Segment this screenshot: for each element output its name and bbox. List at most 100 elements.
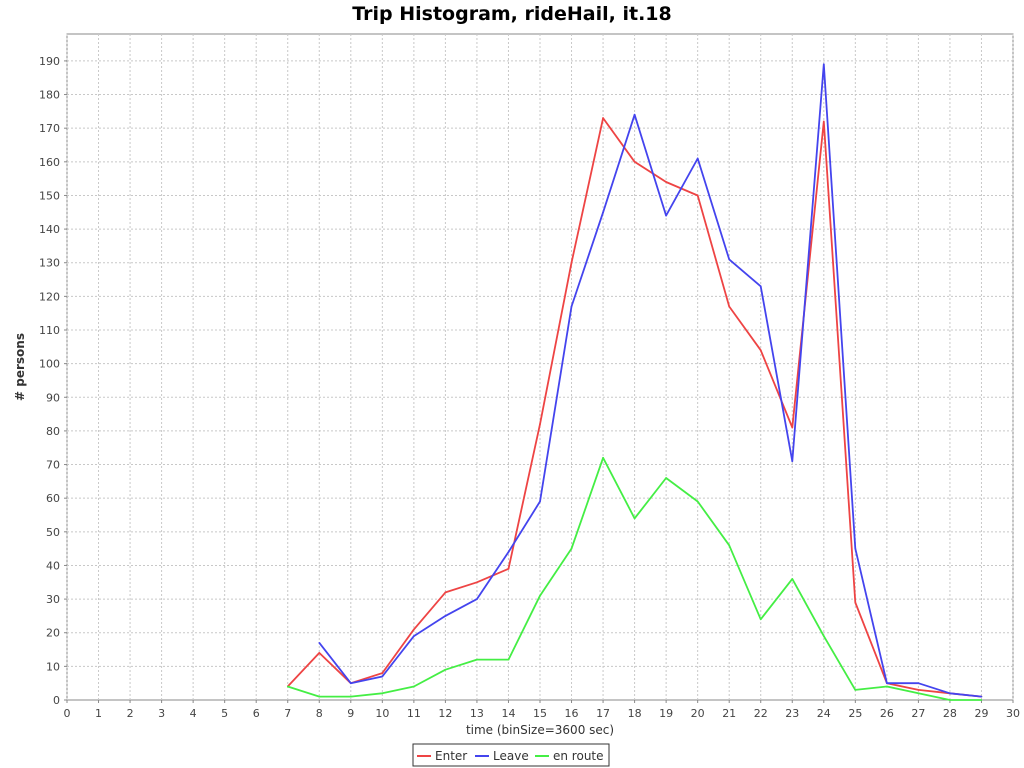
y-tick-label: 20 [46,627,60,640]
y-tick-label: 100 [39,358,60,371]
data-point-leave [633,113,636,116]
x-tick-label: 9 [347,707,354,720]
y-tick-label: 120 [39,290,60,303]
x-tick-label: 0 [64,707,71,720]
chart-title: Trip Histogram, rideHail, it.18 [352,3,671,25]
data-point-en-route [350,695,352,698]
data-point-enter [413,628,415,631]
x-tick-label: 20 [691,707,705,720]
data-point-leave [539,500,541,503]
data-point-leave [476,598,478,600]
data-point-enter [854,601,857,604]
y-tick-label: 80 [46,425,60,438]
x-tick-label: 27 [911,707,925,720]
x-tick-label: 3 [158,707,165,720]
y-tick-label: 10 [46,660,60,673]
x-tick-label: 7 [284,707,291,720]
x-tick-label: 26 [880,707,894,720]
data-point-enter [476,581,478,584]
data-point-enter [791,426,794,429]
x-tick-label: 19 [659,707,673,720]
data-point-en-route [949,699,951,701]
data-point-en-route [633,517,636,520]
legend-box [412,743,610,767]
data-point-leave [917,682,920,684]
y-tick-label: 170 [39,122,60,135]
data-point-enter [507,568,510,570]
x-tick-label: 29 [974,707,988,720]
data-point-leave [507,551,510,553]
x-tick-label: 14 [501,707,515,720]
y-tick-label: 130 [39,257,60,270]
data-point-en-route [286,685,289,688]
data-point-leave [413,635,415,637]
legend-label: Enter [435,749,467,763]
data-point-leave [791,460,794,462]
data-point-leave [854,547,857,550]
data-point-leave [886,682,888,684]
data-point-leave [665,214,667,217]
data-point-enter [665,181,667,183]
series-line-leave [318,63,982,698]
x-tick-label: 5 [221,707,228,720]
legend-label: en route [553,749,604,763]
x-tick-label: 8 [316,707,323,720]
data-point-en-route [507,658,510,661]
data-point-leave [318,642,321,644]
data-point-leave [444,615,447,617]
data-point-leave [696,157,699,160]
data-point-enter [759,349,762,351]
data-point-en-route [413,685,415,688]
data-point-en-route [665,477,667,479]
data-point-enter [444,591,447,594]
x-tick-label: 21 [722,707,736,720]
data-point-en-route [823,635,825,637]
x-tick-label: 22 [754,707,768,720]
data-point-enter [917,689,920,691]
legend-item-enter: Enter [417,749,467,763]
x-axis-label: time (binSize=3600 sec) [466,723,614,737]
legend-item-leave: Leave [475,749,529,763]
data-point-en-route [318,695,321,698]
x-tick-label: 1 [95,707,102,720]
x-tick-label: 17 [596,707,610,720]
x-tick-label: 2 [127,707,134,720]
data-point-en-route [381,692,384,695]
x-tick-label: 24 [817,707,831,720]
data-point-enter [728,305,730,308]
data-point-leave [980,695,983,698]
data-point-enter [381,672,384,674]
x-tick-label: 12 [438,707,452,720]
y-tick-label: 30 [46,593,60,606]
y-tick-label: 180 [39,89,60,102]
data-point-en-route [980,699,983,701]
x-tick-label: 13 [470,707,484,720]
y-tick-label: 160 [39,156,60,169]
data-point-enter [570,261,573,264]
data-point-enter [823,120,825,123]
data-point-leave [570,305,573,308]
y-tick-label: 70 [46,459,60,472]
x-tick-label: 4 [190,707,197,720]
legend-item-en-route: en route [535,749,604,763]
y-tick-label: 60 [46,492,60,505]
data-point-enter [633,161,636,163]
x-tick-label: 28 [943,707,957,720]
x-tick-label: 25 [848,707,862,720]
data-point-en-route [602,457,604,459]
data-point-en-route [539,594,541,597]
data-point-en-route [886,685,888,688]
y-tick-label: 50 [46,526,60,539]
data-point-en-route [728,544,730,547]
data-point-leave [602,211,604,214]
series-lines [286,63,983,701]
data-point-leave [823,63,825,66]
data-point-leave [350,682,352,684]
data-point-enter [696,194,699,197]
data-point-en-route [696,500,699,503]
x-tick-label: 11 [407,707,421,720]
y-tick-label: 90 [46,391,60,404]
legend: Enter Leave en route [412,743,610,767]
axes: 0 1 2 3 4 5 6 7 8 9 10 11 12 13 14 15 16 17 18 19 20 21 22 23 24… [39,55,1020,720]
data-point-en-route [791,578,794,580]
